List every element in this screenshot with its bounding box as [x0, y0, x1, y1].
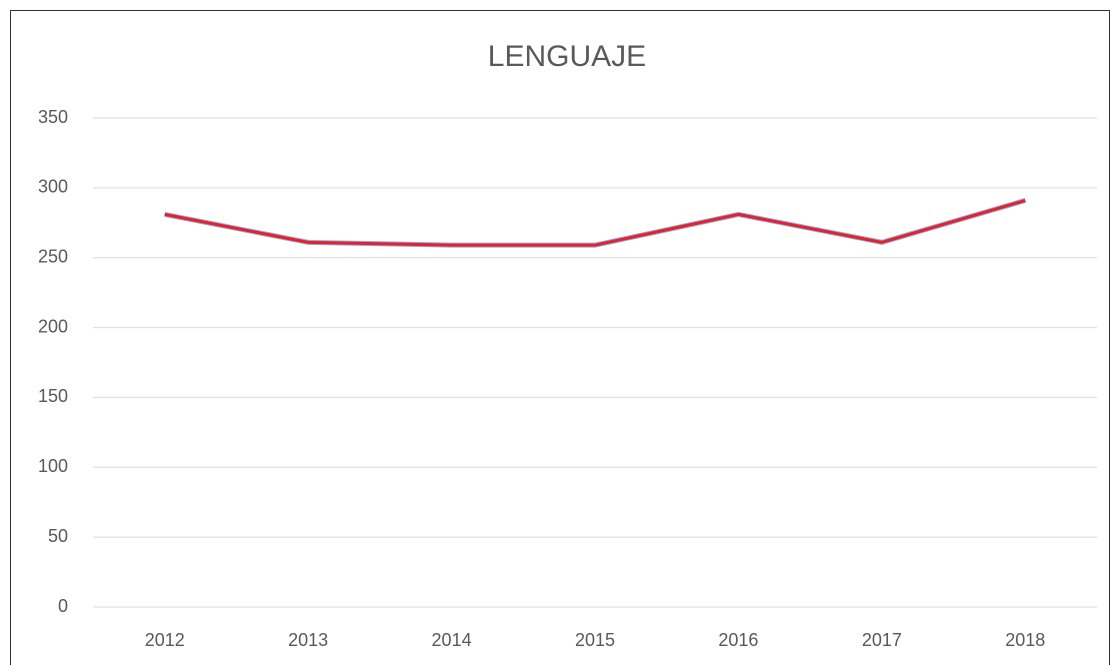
y-tick-label: 100	[38, 456, 68, 476]
chart-border	[10, 10, 1110, 665]
x-tick-label: 2018	[1005, 630, 1045, 650]
y-tick-label: 150	[38, 386, 68, 406]
x-tick-label: 2017	[862, 630, 902, 650]
y-tick-label: 0	[58, 596, 68, 616]
y-tick-label: 350	[38, 107, 68, 127]
x-tick-label: 2016	[718, 630, 758, 650]
x-tick-label: 2015	[575, 630, 615, 650]
line-series	[164, 198, 1026, 247]
y-tick-label: 300	[38, 177, 68, 197]
x-tick-label: 2013	[288, 630, 328, 650]
x-tick-label: 2012	[145, 630, 185, 650]
chart-title: LENGUAJE	[488, 40, 646, 73]
y-tick-label: 200	[38, 316, 68, 336]
y-tick-label: 250	[38, 246, 68, 266]
x-tick-label: 2014	[432, 630, 472, 650]
y-tick-label: 50	[48, 526, 68, 546]
